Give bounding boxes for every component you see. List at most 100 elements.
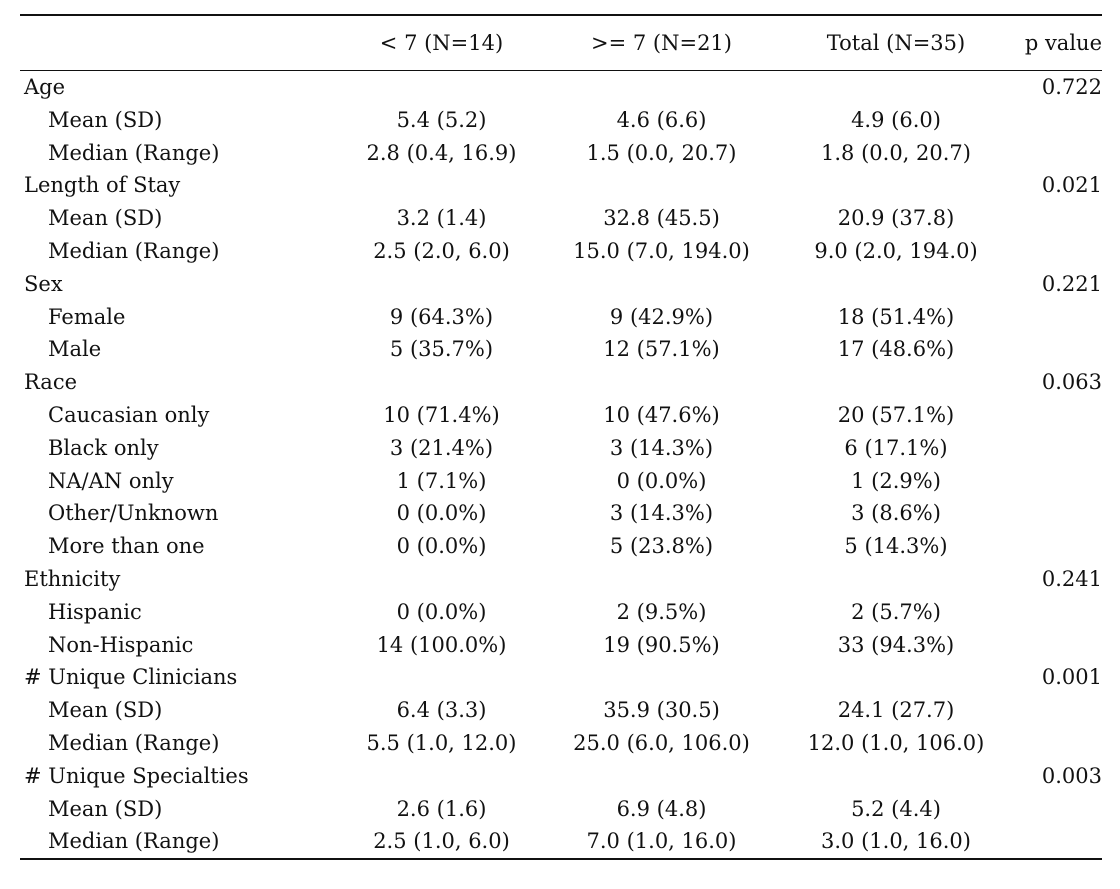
empty-cell — [1014, 497, 1102, 530]
statistic-label: Mean (SD) — [48, 796, 163, 821]
value-total: 17 (48.6%) — [837, 337, 955, 362]
empty-cell — [1014, 727, 1102, 760]
value-lt7: 2.8 (0.4, 16.9) — [366, 140, 517, 165]
value-total: 5 (14.3%) — [844, 534, 948, 559]
empty-cell — [1014, 530, 1102, 563]
value-total: 1 (2.9%) — [851, 468, 941, 493]
statistic-row: Mean (SD) 6.4 (3.3) 35.9 (30.5) 24.1 (27.7) — [20, 694, 1102, 727]
empty-cell — [338, 661, 545, 694]
variable-row: # Unique Clinicians 0.001 — [20, 661, 1102, 694]
value-lt7: 5 (35.7%) — [389, 337, 494, 362]
empty-cell — [1014, 432, 1102, 465]
value-lt7: 3.2 (1.4) — [396, 206, 487, 231]
value-total: 18 (51.4%) — [837, 304, 955, 329]
statistic-label: Mean (SD) — [48, 698, 163, 723]
header-row: < 7 (N=14) >= 7 (N=21) Total (N=35) p va… — [20, 14, 1102, 71]
variable-row: Age 0.722 — [20, 71, 1102, 104]
empty-cell — [778, 563, 1014, 596]
header-group-lt7: < 7 (N=14) — [338, 14, 545, 71]
empty-cell — [545, 563, 778, 596]
value-lt7: 2.5 (1.0, 6.0) — [338, 825, 545, 861]
empty-cell — [778, 169, 1014, 202]
statistic-label: Median (Range) — [48, 730, 220, 755]
value-ge7: 6.9 (4.8) — [616, 796, 707, 821]
statistic-label: Median (Range) — [48, 140, 220, 165]
variable-row: Sex 0.221 — [20, 268, 1102, 301]
empty-cell — [338, 71, 545, 104]
value-ge7: 10 (47.6%) — [603, 402, 720, 427]
value-total: 3 (8.6%) — [851, 501, 941, 526]
value-total: 1.8 (0.0, 20.7) — [821, 140, 971, 165]
statistic-row: Female 9 (64.3%) 9 (42.9%) 18 (51.4%) — [20, 301, 1102, 334]
statistic-label: More than one — [48, 534, 205, 559]
empty-cell — [1014, 793, 1102, 826]
empty-cell — [545, 268, 778, 301]
variable-label: Race — [24, 370, 78, 395]
value-lt7: 9 (64.3%) — [389, 304, 494, 329]
value-ge7: 1.5 (0.0, 20.7) — [586, 140, 737, 165]
empty-cell — [778, 71, 1014, 104]
summary-statistics-table: < 7 (N=14) >= 7 (N=21) Total (N=35) p va… — [20, 14, 1102, 861]
value-lt7: 5.4 (5.2) — [396, 107, 487, 132]
empty-cell — [338, 169, 545, 202]
value-lt7: 14 (100.0%) — [376, 632, 507, 657]
p-value-cell: 0.021 — [1041, 173, 1102, 198]
empty-cell — [338, 563, 545, 596]
statistic-row: Median (Range) 5.5 (1.0, 12.0) 25.0 (6.0, … — [20, 727, 1102, 760]
value-ge7: 7.0 (1.0, 16.0) — [545, 825, 778, 861]
statistic-label: Mean (SD) — [48, 206, 163, 231]
statistic-row: Median (Range) 2.8 (0.4, 16.9) 1.5 (0.0, 2… — [20, 137, 1102, 170]
empty-cell — [1014, 596, 1102, 629]
value-lt7: 3 (21.4%) — [389, 435, 494, 460]
variable-row: Race 0.063 — [20, 366, 1102, 399]
value-total: 6 (17.1%) — [844, 435, 948, 460]
statistic-row: Caucasian only 10 (71.4%) 10 (47.6%) 20 (57… — [20, 399, 1102, 432]
empty-cell — [338, 366, 545, 399]
header-variable-column — [20, 14, 338, 71]
statistic-row: Mean (SD) 2.6 (1.6) 6.9 (4.8) 5.2 (4.4) — [20, 793, 1102, 826]
p-value-cell: 0.241 — [1041, 566, 1102, 591]
empty-cell — [778, 366, 1014, 399]
value-total: 12.0 (1.0, 106.0) — [807, 730, 985, 755]
value-ge7: 19 (90.5%) — [603, 632, 720, 657]
header-p-value: p value — [1014, 14, 1102, 71]
value-ge7: 32.8 (45.5) — [603, 206, 720, 231]
value-lt7: 2.5 (2.0, 6.0) — [373, 238, 510, 263]
variable-label: Sex — [24, 271, 63, 296]
empty-cell — [1014, 825, 1102, 861]
statistic-label: Mean (SD) — [48, 107, 163, 132]
value-lt7: 0 (0.0%) — [396, 599, 487, 624]
statistic-row: Hispanic 0 (0.0%) 2 (9.5%) 2 (5.7%) — [20, 596, 1102, 629]
statistic-label: Caucasian only — [48, 402, 210, 427]
value-total: 9.0 (2.0, 194.0) — [814, 238, 978, 263]
table-body: Age 0.722 Mean (SD) 5.4 (5.2) 4.6 (6.6) 4.9 (… — [20, 71, 1102, 861]
empty-cell — [778, 661, 1014, 694]
empty-cell — [1014, 202, 1102, 235]
value-ge7: 3 (14.3%) — [609, 501, 714, 526]
statistic-row: Mean (SD) 3.2 (1.4) 32.8 (45.5) 20.9 (37.8) — [20, 202, 1102, 235]
empty-cell — [1014, 694, 1102, 727]
statistic-row: Non-Hispanic 14 (100.0%) 19 (90.5%) 33 (94.… — [20, 629, 1102, 662]
statistic-label: NA/AN only — [48, 468, 174, 493]
statistic-row: Male 5 (35.7%) 12 (57.1%) 17 (48.6%) — [20, 333, 1102, 366]
empty-cell — [1014, 465, 1102, 498]
empty-cell — [545, 760, 778, 793]
statistic-label: Median (Range) — [48, 238, 220, 263]
value-ge7: 5 (23.8%) — [609, 534, 714, 559]
statistic-row: Mean (SD) 5.4 (5.2) 4.6 (6.6) 4.9 (6.0) — [20, 104, 1102, 137]
value-total: 20 (57.1%) — [837, 402, 955, 427]
statistic-label: Hispanic — [48, 599, 142, 624]
value-ge7: 25.0 (6.0, 106.0) — [573, 730, 750, 755]
statistic-row: Median (Range) 2.5 (1.0, 6.0) 7.0 (1.0, 16… — [20, 825, 1102, 861]
variable-label: Ethnicity — [24, 566, 121, 591]
value-lt7: 0 (0.0%) — [396, 534, 487, 559]
empty-cell — [778, 760, 1014, 793]
value-lt7: 10 (71.4%) — [383, 402, 500, 427]
value-total: 4.9 (6.0) — [851, 107, 941, 132]
value-ge7: 2 (9.5%) — [616, 599, 707, 624]
empty-cell — [545, 366, 778, 399]
value-lt7: 5.5 (1.0, 12.0) — [366, 730, 517, 755]
statistic-label: Male — [48, 337, 102, 362]
p-value-cell: 0.001 — [1041, 665, 1102, 690]
empty-cell — [1014, 301, 1102, 334]
